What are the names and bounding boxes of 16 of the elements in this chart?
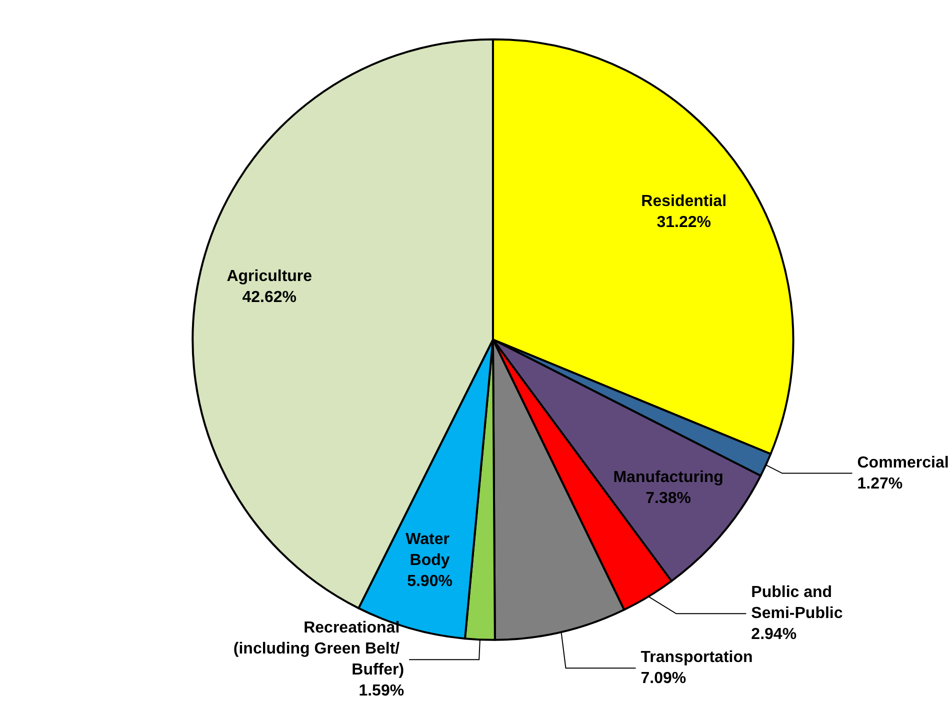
- data-label: 1.59%: [358, 682, 404, 700]
- data-label: 7.38%: [646, 490, 692, 508]
- data-label: 31.22%: [656, 214, 711, 231]
- slice-label: Water Body: [406, 530, 454, 569]
- data-label: 1.27%: [857, 475, 903, 492]
- data-label: 2.94%: [751, 626, 797, 644]
- slice-label: Public and Semi-Public: [751, 584, 843, 622]
- data-label: 7.09%: [640, 670, 686, 688]
- slice-label: Commercial: [857, 454, 948, 472]
- slice-label: Transportation: [640, 649, 753, 666]
- data-label: 5.90%: [407, 572, 452, 590]
- slice-label: Manufacturing: [613, 469, 724, 486]
- slice-label: Recreational (including Green Belt/ Buffer): [233, 620, 404, 679]
- slice-label: Agriculture: [226, 268, 312, 285]
- data-label: 42.62%: [242, 288, 297, 306]
- slice-label: Residential: [641, 192, 727, 210]
